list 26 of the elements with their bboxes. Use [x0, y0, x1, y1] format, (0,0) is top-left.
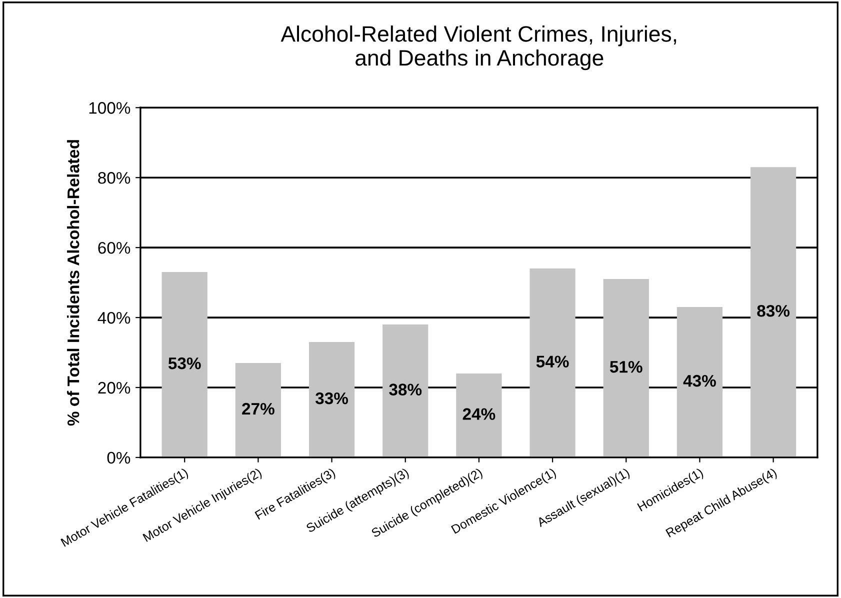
bar — [382, 324, 428, 458]
y-axis-title: % of Total Incidents Alcohol-Related — [67, 140, 80, 426]
data-label: 83% — [757, 304, 790, 317]
y-tick-label: 60% — [98, 242, 130, 254]
data-label: 33% — [315, 392, 348, 404]
data-label: 51% — [610, 360, 642, 373]
bar — [235, 363, 281, 458]
data-label: 53% — [168, 357, 201, 370]
bar — [603, 279, 649, 458]
bar — [162, 272, 208, 458]
bar — [530, 268, 576, 458]
bar — [750, 167, 796, 458]
data-label: 38% — [389, 384, 422, 396]
y-tick-label: 40% — [98, 312, 130, 324]
chart-title: Alcohol-Related Violent Crimes, Injuries, and Deaths in Anchorage — [280, 26, 676, 70]
data-label: 43% — [683, 374, 716, 387]
data-label: 24% — [462, 408, 496, 420]
data-label: 27% — [242, 402, 274, 415]
bar — [456, 374, 502, 458]
y-tick-label: 0% — [107, 452, 130, 464]
y-tick-label: 100% — [89, 102, 130, 114]
data-label: 54% — [536, 356, 569, 368]
y-tick-label: 80% — [98, 172, 130, 184]
y-tick-label: 20% — [98, 382, 130, 394]
bar — [308, 342, 355, 458]
bar — [676, 307, 723, 458]
